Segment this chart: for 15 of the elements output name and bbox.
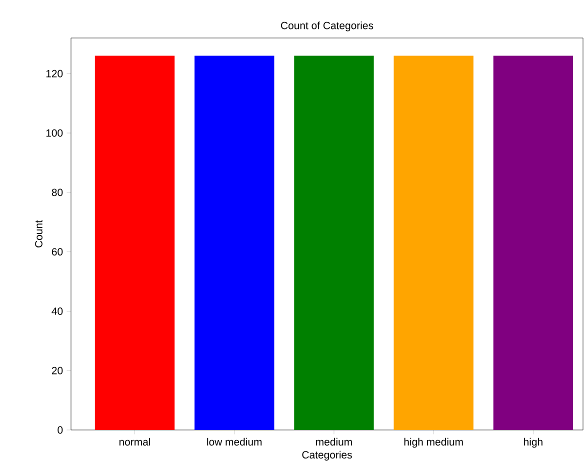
x-axis-title: Categories bbox=[302, 450, 352, 461]
x-tick-label: high bbox=[524, 438, 542, 448]
chart-title: Count of Categories bbox=[281, 22, 374, 32]
x-tick-label: medium bbox=[316, 438, 352, 446]
x-tick-label: high medium bbox=[404, 438, 463, 448]
y-tick-label: 20 bbox=[52, 366, 63, 374]
y-axis-title: Count bbox=[35, 220, 42, 248]
y-tick-label: 40 bbox=[52, 308, 63, 315]
y-tick-label: 0 bbox=[58, 426, 63, 434]
y-tick-label: 80 bbox=[52, 188, 63, 196]
y-tick-label: 100 bbox=[46, 129, 63, 137]
y-tick-label: 60 bbox=[52, 248, 63, 256]
x-tick-label: low medium bbox=[207, 438, 262, 446]
y-tick-label: 120 bbox=[46, 70, 63, 78]
x-tick-label: normal bbox=[119, 438, 150, 446]
